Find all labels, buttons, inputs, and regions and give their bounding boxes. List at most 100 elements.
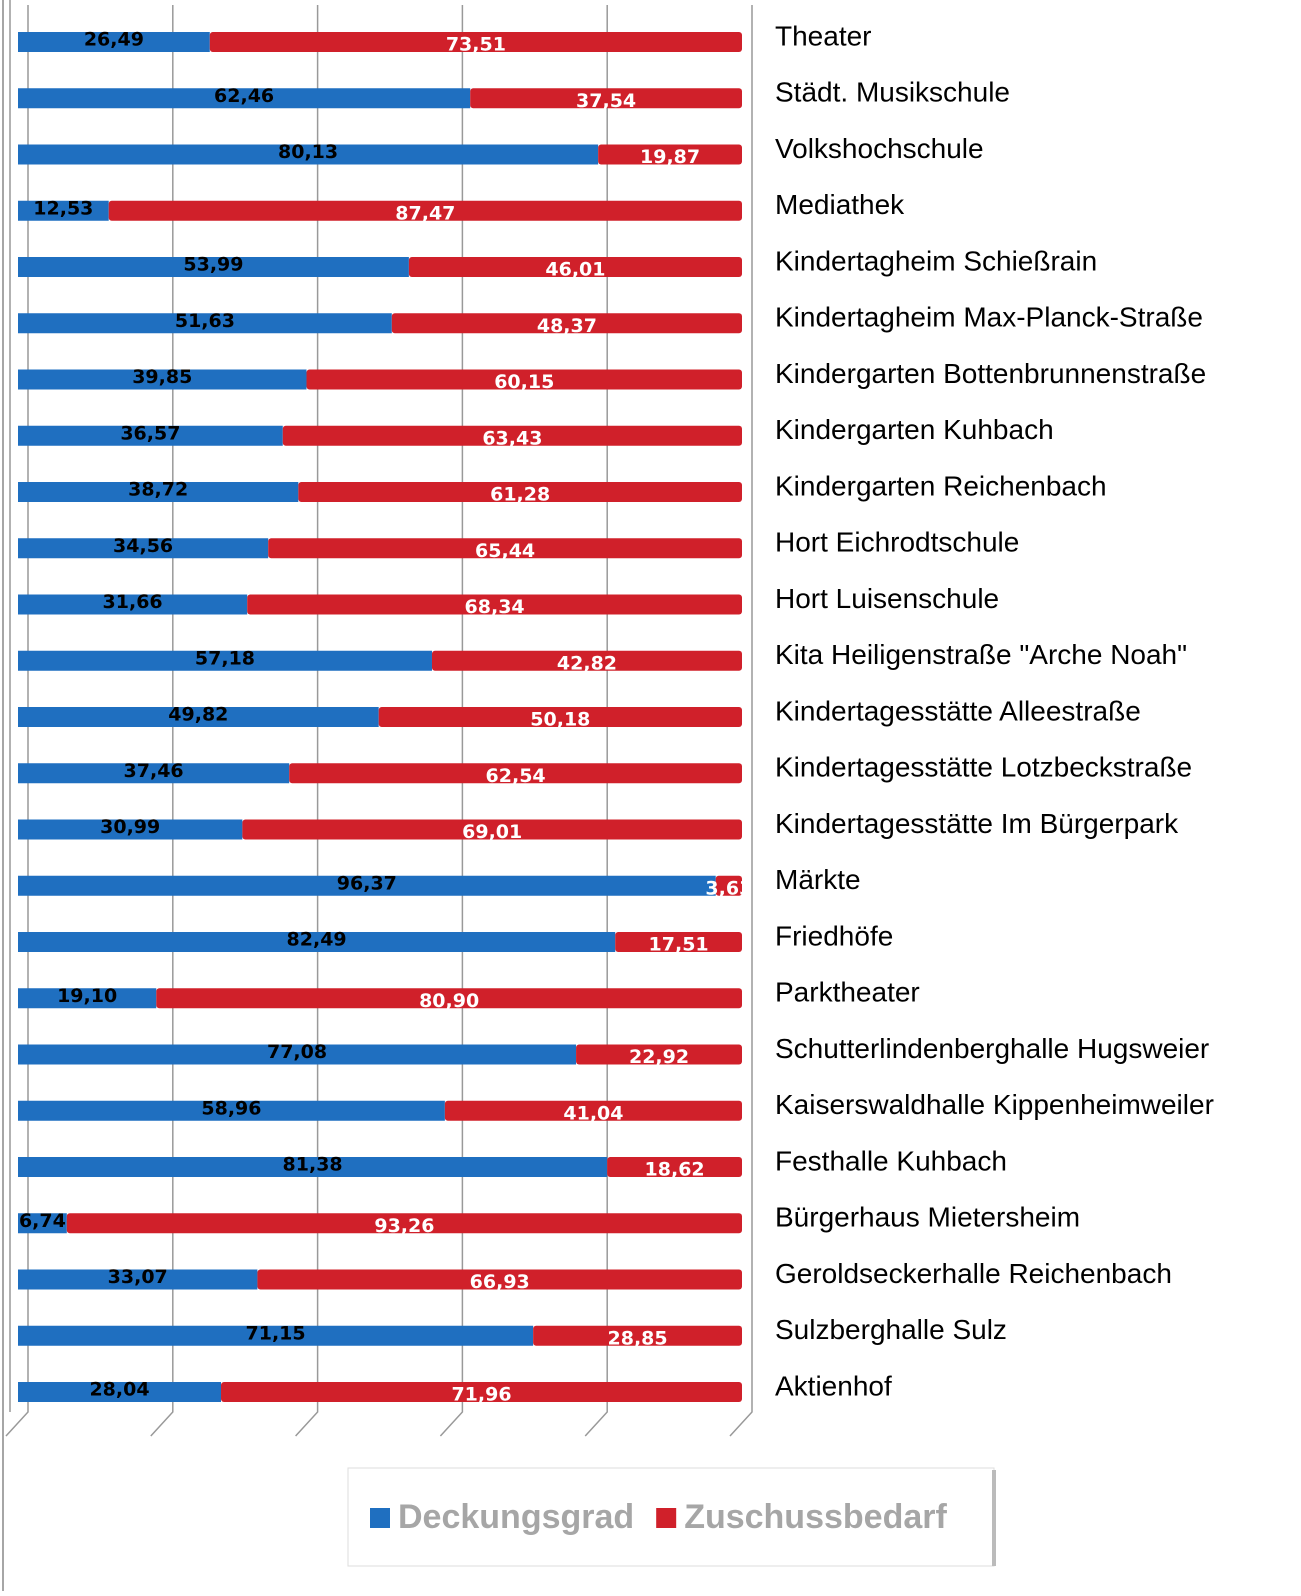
category-label: Kita Heiligenstraße "Arche Noah": [775, 639, 1187, 670]
category-label: Parktheater: [775, 977, 920, 1008]
category-label: Volkshochschule: [775, 133, 984, 164]
bar-segment: [268, 538, 742, 559]
value-label: 12,53: [33, 197, 93, 219]
category-label: Aktienhof: [775, 1370, 892, 1401]
category-label: Kindertagesstätte Alleestraße: [775, 695, 1141, 726]
grid-line: [439, 5, 464, 1437]
value-label: 93,26: [374, 1215, 434, 1237]
value-label: 18,62: [645, 1159, 705, 1181]
category-label: Hort Eichrodtschule: [775, 527, 1019, 558]
value-label: 80,90: [419, 990, 479, 1012]
bar-segment: [18, 988, 157, 1009]
grid-line: [584, 5, 608, 1437]
bar-segment: [209, 32, 742, 52]
bar-segment: [431, 650, 742, 671]
bar-segment: [18, 763, 290, 784]
bar-segment: [18, 1213, 67, 1234]
legend-label: Zuschussbedarf: [684, 1498, 947, 1536]
value-label: 28,04: [89, 1379, 149, 1401]
value-label: 96,37: [337, 872, 397, 894]
value-label: 53,99: [183, 254, 243, 276]
value-label: 50,18: [530, 709, 590, 731]
value-label: 31,66: [103, 591, 163, 613]
category-label: Geroldseckerhalle Reichenbach: [775, 1258, 1172, 1289]
value-label: 3,63: [705, 877, 752, 899]
bar-segment: [18, 313, 392, 334]
bar-segment: [378, 707, 742, 727]
bar-segment: [18, 707, 379, 727]
value-label: 77,08: [267, 1041, 327, 1063]
value-label: 6,74: [19, 1210, 66, 1232]
grid-line: [150, 5, 174, 1437]
bar-segment: [289, 763, 742, 784]
category-label: Sulzberghalle Sulz: [775, 1314, 1007, 1345]
bar-segment: [18, 88, 471, 109]
value-label: 62,54: [486, 765, 546, 787]
value-label: 58,96: [201, 1097, 261, 1119]
bar-segment: [247, 594, 743, 615]
value-label: 71,96: [451, 1384, 511, 1406]
value-label: 26,49: [84, 29, 144, 51]
value-label: 34,56: [113, 535, 173, 557]
bar-segment: [598, 144, 742, 165]
bar-segment: [715, 875, 742, 896]
bar-segment: [18, 594, 248, 615]
bar-segment: [615, 932, 742, 952]
category-label: Städt. Musikschule: [775, 77, 1010, 108]
category-label: Theater: [775, 20, 872, 51]
value-label: 65,44: [475, 540, 535, 562]
category-label: Mediathek: [775, 189, 905, 220]
bar-segment: [18, 1325, 534, 1346]
bar-segment: [18, 650, 432, 671]
value-label: 51,63: [175, 310, 235, 332]
bar-segment: [408, 257, 742, 277]
category-label: Kaiserswaldhalle Kippenheimweiler: [775, 1089, 1214, 1120]
value-label: 66,93: [470, 1271, 530, 1293]
category-label: Kindergarten Bottenbrunnenstraße: [775, 358, 1206, 389]
value-label: 81,38: [283, 1154, 343, 1176]
bar-segment: [18, 144, 599, 165]
value-label: 87,47: [395, 202, 455, 224]
category-label: Kindergarten Reichenbach: [775, 470, 1107, 501]
bar-segment: [18, 1382, 222, 1402]
category-label: Kindertagesstätte Lotzbeckstraße: [775, 752, 1192, 783]
category-label: Kindertagheim Schießrain: [775, 245, 1097, 276]
bar-segment: [18, 819, 243, 840]
category-label: Kindergarten Kuhbach: [775, 414, 1054, 445]
legend-label: Deckungsgrad: [398, 1498, 634, 1536]
bar-segment: [18, 200, 109, 221]
bar-segment: [221, 1382, 743, 1402]
bar-segment: [18, 482, 299, 502]
category-label: Festhalle Kuhbach: [775, 1145, 1007, 1176]
value-label: 48,37: [537, 315, 597, 337]
bar-segment: [18, 1044, 577, 1065]
value-label: 17,51: [649, 934, 709, 956]
value-label: 61,28: [490, 484, 550, 506]
value-label: 62,46: [214, 85, 274, 107]
value-label: 60,15: [494, 371, 554, 393]
value-label: 71,15: [246, 1322, 306, 1344]
grid-line: [5, 5, 29, 1437]
bar-segment: [576, 1044, 742, 1065]
category-label: Friedhöfe: [775, 920, 893, 951]
bar-segment: [607, 1157, 742, 1177]
legend-swatch: [656, 1508, 677, 1528]
category-label: Schutterlindenberghalle Hugsweier: [775, 1033, 1209, 1064]
bar-segment: [444, 1100, 742, 1121]
bar-segment: [108, 200, 742, 221]
bar-segment: [18, 932, 616, 952]
value-label: 33,07: [108, 1266, 168, 1288]
bar-segment: [18, 32, 210, 52]
bar-segment: [18, 1157, 608, 1177]
bar-segment: [66, 1213, 742, 1234]
bar-segment: [18, 425, 283, 446]
value-label: 28,85: [608, 1327, 668, 1349]
value-label: 68,34: [465, 596, 525, 618]
value-label: 69,01: [462, 821, 522, 843]
category-label: Kindertagheim Max-Planck-Straße: [775, 302, 1203, 333]
value-label: 22,92: [629, 1046, 689, 1068]
value-label: 49,82: [168, 704, 228, 726]
category-label: Märkte: [775, 864, 861, 895]
value-label: 82,49: [287, 929, 347, 951]
